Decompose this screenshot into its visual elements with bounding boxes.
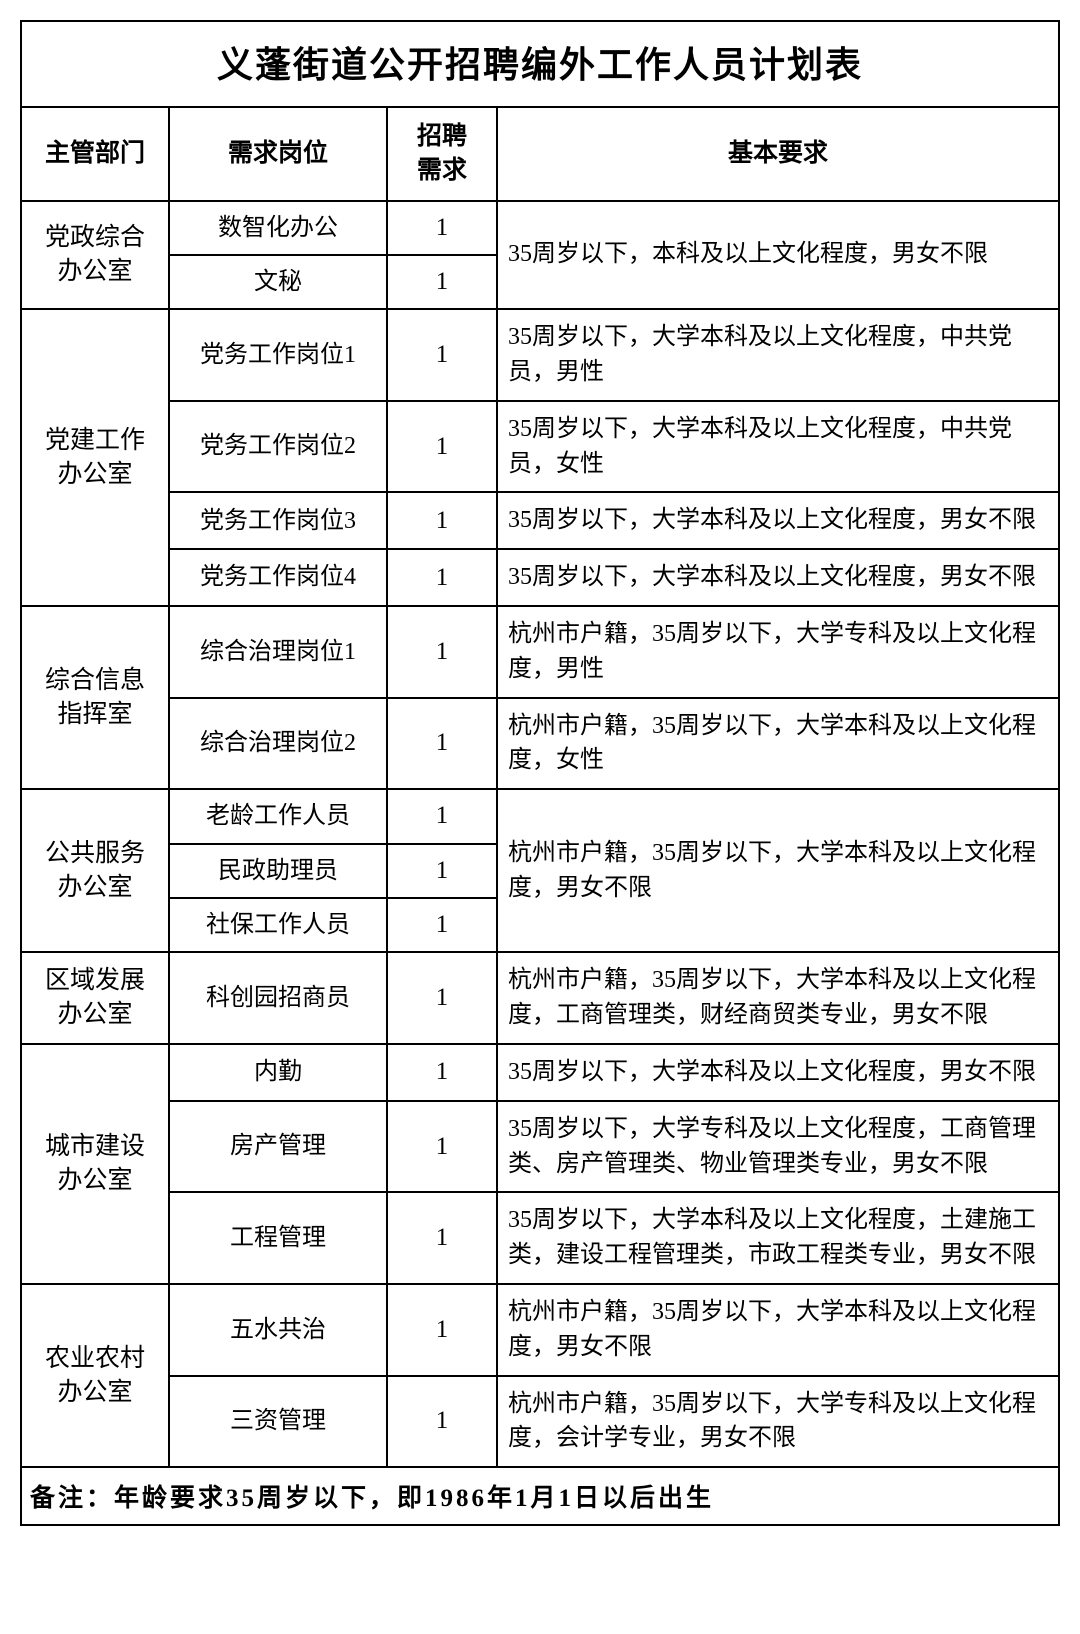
requirement-cell: 35周岁以下，大学本科及以上文化程度，男女不限 [497,1044,1059,1101]
count-cell: 1 [387,606,497,698]
table-row: 公共服务办公室老龄工作人员1杭州市户籍，35周岁以下，大学本科及以上文化程度，男… [21,789,1059,843]
requirement-cell: 杭州市户籍，35周岁以下，大学本科及以上文化程度，工商管理类，财经商贸类专业，男… [497,952,1059,1044]
count-cell: 1 [387,201,497,255]
count-cell: 1 [387,844,497,898]
note-row: 备注：年龄要求35周岁以下，即1986年1月1日以后出生 [21,1467,1059,1525]
table-row: 三资管理1杭州市户籍，35周岁以下，大学专科及以上文化程度，会计学专业，男女不限 [21,1376,1059,1468]
requirement-cell: 35周岁以下，本科及以上文化程度，男女不限 [497,201,1059,310]
dept-cell: 区域发展办公室 [21,952,169,1044]
requirement-cell: 杭州市户籍，35周岁以下，大学专科及以上文化程度，会计学专业，男女不限 [497,1376,1059,1468]
table-row: 党政综合办公室数智化办公135周岁以下，本科及以上文化程度，男女不限 [21,201,1059,255]
table-row: 党务工作岗位3135周岁以下，大学本科及以上文化程度，男女不限 [21,492,1059,549]
position-cell: 数智化办公 [169,201,387,255]
position-cell: 房产管理 [169,1101,387,1193]
header-position: 需求岗位 [169,107,387,201]
requirement-cell: 35周岁以下，大学本科及以上文化程度，中共党员，女性 [497,401,1059,493]
dept-cell: 农业农村办公室 [21,1284,169,1467]
count-cell: 1 [387,1044,497,1101]
count-cell: 1 [387,1376,497,1468]
position-cell: 综合治理岗位2 [169,698,387,790]
position-cell: 文秘 [169,255,387,309]
count-cell: 1 [387,1101,497,1193]
position-cell: 党务工作岗位3 [169,492,387,549]
count-cell: 1 [387,1284,497,1376]
count-cell: 1 [387,309,497,401]
table-title: 义蓬街道公开招聘编外工作人员计划表 [21,21,1059,107]
title-row: 义蓬街道公开招聘编外工作人员计划表 [21,21,1059,107]
table-row: 房产管理135周岁以下，大学专科及以上文化程度，工商管理类、房产管理类、物业管理… [21,1101,1059,1193]
requirement-cell: 杭州市户籍，35周岁以下，大学专科及以上文化程度，男性 [497,606,1059,698]
requirement-cell: 35周岁以下，大学本科及以上文化程度，土建施工类，建设工程管理类，市政工程类专业… [497,1192,1059,1284]
dept-cell: 公共服务办公室 [21,789,169,952]
requirement-cell: 杭州市户籍，35周岁以下，大学本科及以上文化程度，男女不限 [497,1284,1059,1376]
count-cell: 1 [387,698,497,790]
count-cell: 1 [387,255,497,309]
count-cell: 1 [387,952,497,1044]
position-cell: 综合治理岗位1 [169,606,387,698]
position-cell: 社保工作人员 [169,898,387,952]
requirement-cell: 35周岁以下，大学本科及以上文化程度，男女不限 [497,492,1059,549]
dept-cell: 综合信息指挥室 [21,606,169,789]
requirement-cell: 35周岁以下，大学本科及以上文化程度，中共党员，男性 [497,309,1059,401]
table-row: 综合信息指挥室综合治理岗位11杭州市户籍，35周岁以下，大学专科及以上文化程度，… [21,606,1059,698]
recruitment-plan-table: 义蓬街道公开招聘编外工作人员计划表主管部门需求岗位招聘需求基本要求党政综合办公室… [20,20,1060,1526]
position-cell: 科创园招商员 [169,952,387,1044]
header-count: 招聘需求 [387,107,497,201]
table-row: 农业农村办公室五水共治1杭州市户籍，35周岁以下，大学本科及以上文化程度，男女不… [21,1284,1059,1376]
dept-cell: 党建工作办公室 [21,309,169,606]
position-cell: 党务工作岗位2 [169,401,387,493]
header-dept: 主管部门 [21,107,169,201]
count-cell: 1 [387,1192,497,1284]
position-cell: 党务工作岗位4 [169,549,387,606]
dept-cell: 党政综合办公室 [21,201,169,310]
count-cell: 1 [387,492,497,549]
position-cell: 工程管理 [169,1192,387,1284]
note-cell: 备注：年龄要求35周岁以下，即1986年1月1日以后出生 [21,1467,1059,1525]
count-cell: 1 [387,898,497,952]
header-requirement: 基本要求 [497,107,1059,201]
position-cell: 老龄工作人员 [169,789,387,843]
requirement-cell: 杭州市户籍，35周岁以下，大学本科及以上文化程度，女性 [497,698,1059,790]
header-row: 主管部门需求岗位招聘需求基本要求 [21,107,1059,201]
position-cell: 党务工作岗位1 [169,309,387,401]
position-cell: 民政助理员 [169,844,387,898]
table-row: 党务工作岗位4135周岁以下，大学本科及以上文化程度，男女不限 [21,549,1059,606]
table-row: 工程管理135周岁以下，大学本科及以上文化程度，土建施工类，建设工程管理类，市政… [21,1192,1059,1284]
requirement-cell: 35周岁以下，大学本科及以上文化程度，男女不限 [497,549,1059,606]
position-cell: 内勤 [169,1044,387,1101]
dept-cell: 城市建设办公室 [21,1044,169,1284]
requirement-cell: 杭州市户籍，35周岁以下，大学本科及以上文化程度，男女不限 [497,789,1059,952]
table-row: 党务工作岗位2135周岁以下，大学本科及以上文化程度，中共党员，女性 [21,401,1059,493]
count-cell: 1 [387,401,497,493]
position-cell: 五水共治 [169,1284,387,1376]
table-row: 城市建设办公室内勤135周岁以下，大学本科及以上文化程度，男女不限 [21,1044,1059,1101]
table-row: 区域发展办公室科创园招商员1杭州市户籍，35周岁以下，大学本科及以上文化程度，工… [21,952,1059,1044]
count-cell: 1 [387,789,497,843]
position-cell: 三资管理 [169,1376,387,1468]
requirement-cell: 35周岁以下，大学专科及以上文化程度，工商管理类、房产管理类、物业管理类专业，男… [497,1101,1059,1193]
count-cell: 1 [387,549,497,606]
table-row: 党建工作办公室党务工作岗位1135周岁以下，大学本科及以上文化程度，中共党员，男… [21,309,1059,401]
table-row: 综合治理岗位21杭州市户籍，35周岁以下，大学本科及以上文化程度，女性 [21,698,1059,790]
